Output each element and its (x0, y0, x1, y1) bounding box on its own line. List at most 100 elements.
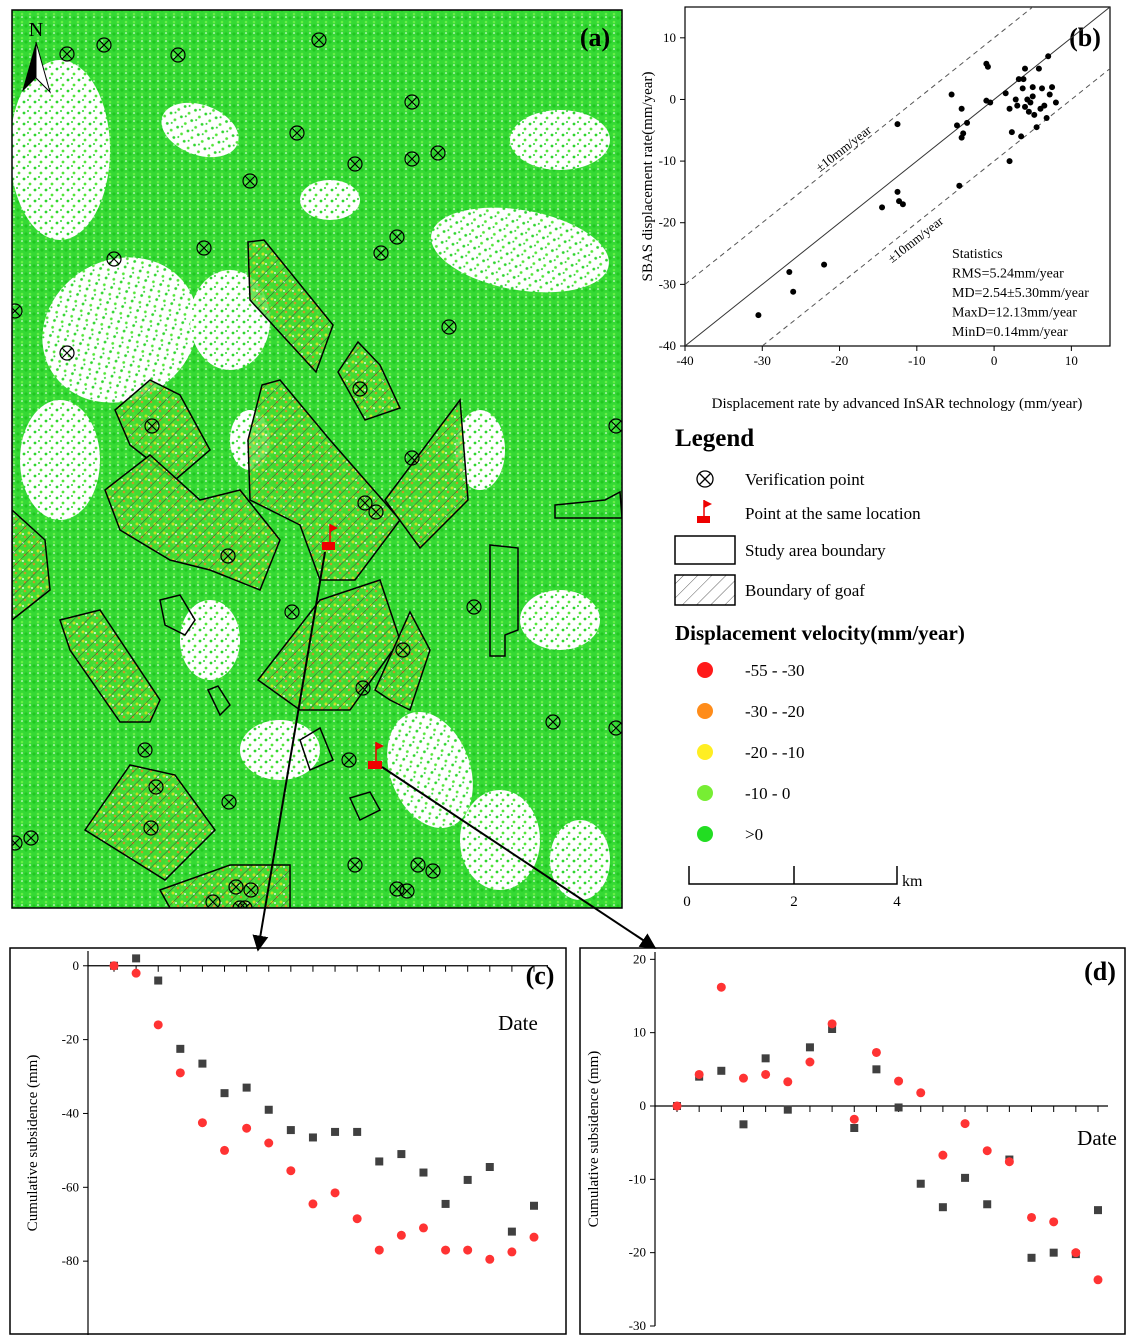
point (264, 1105, 273, 1114)
legend-label: >0 (745, 825, 763, 844)
point (176, 1044, 185, 1053)
point (375, 1157, 384, 1166)
verification-cross (349, 859, 361, 871)
verification-cross (286, 606, 298, 618)
point (739, 1120, 748, 1129)
verification-cross (223, 796, 235, 808)
verification-point (545, 714, 561, 730)
legend-label: Study area boundary (745, 541, 886, 560)
point (308, 1199, 318, 1209)
point (1094, 1206, 1102, 1215)
y-tick-label: -60 (62, 1179, 79, 1194)
study-boundary (489, 544, 519, 657)
verification-point (373, 245, 389, 261)
point (153, 1020, 163, 1030)
verification-icon (696, 470, 714, 488)
study-boundary (206, 685, 231, 717)
point (109, 961, 119, 971)
point (805, 1057, 815, 1067)
map (12, 10, 622, 908)
point (418, 1223, 428, 1233)
x-tick-label: 10 (1065, 353, 1078, 368)
scale-label: 2 (790, 894, 798, 910)
point (694, 1069, 704, 1079)
point (397, 1150, 406, 1159)
legend-label: Boundary of goaf (745, 581, 865, 600)
point (242, 1123, 252, 1133)
sparse-area (180, 600, 240, 680)
panel-label: (a) (580, 23, 610, 52)
point (755, 312, 762, 319)
north-arrow: N (22, 19, 51, 94)
point (1043, 114, 1050, 121)
boundary-icon (674, 535, 736, 565)
point (529, 1232, 539, 1242)
point (899, 201, 906, 208)
verification-point (243, 882, 259, 898)
point (485, 1254, 495, 1264)
y-tick-label: -10 (629, 1171, 646, 1186)
verification-point (357, 495, 373, 511)
point (220, 1145, 230, 1155)
point (331, 1127, 340, 1136)
verification-cross (370, 506, 382, 518)
verification-cross (375, 247, 387, 259)
point (1035, 65, 1042, 72)
goaf-boundary (384, 397, 469, 550)
verification-cross (245, 884, 257, 896)
verification-cross (98, 39, 110, 51)
annotation: RMS=5.24mm/year (952, 267, 1064, 282)
goaf-boundary (158, 864, 291, 908)
verification-cross (357, 682, 369, 694)
point (1027, 1212, 1037, 1222)
point (821, 261, 828, 268)
verification-point (352, 381, 368, 397)
point (894, 188, 901, 195)
x-axis-label: Date (1077, 1126, 1117, 1150)
verification-point (59, 46, 75, 62)
point (396, 1230, 406, 1240)
class-swatch (697, 703, 713, 719)
annotation: MD=2.54±5.30mm/year (952, 286, 1089, 301)
point (850, 1124, 859, 1132)
verification-point (221, 794, 237, 810)
reference-line (685, 7, 1110, 346)
class-swatch (697, 744, 713, 760)
point (1045, 53, 1052, 60)
study-boundary (299, 726, 334, 772)
point (1031, 111, 1038, 118)
point (1093, 1275, 1103, 1285)
point (1008, 129, 1015, 136)
point (197, 1118, 207, 1128)
point (828, 1025, 837, 1033)
verification-point (466, 599, 482, 615)
verification-point (205, 894, 221, 908)
legend-label: -55 - -30 (745, 661, 804, 680)
verification-cross (150, 781, 162, 793)
study-boundary (159, 594, 196, 636)
x-tick-label: 0 (991, 353, 998, 368)
point (1004, 1157, 1014, 1167)
point (1006, 158, 1013, 165)
verification-point (441, 319, 457, 335)
point (761, 1069, 771, 1079)
verification-point (368, 504, 384, 520)
point (894, 121, 901, 128)
point (982, 1146, 992, 1156)
verification-cross (412, 859, 424, 871)
x-tick-label: -10 (908, 353, 925, 368)
scale-unit: km (902, 873, 923, 890)
y-tick-label: -80 (62, 1253, 79, 1268)
class-swatch (697, 826, 713, 842)
goaf-boundary (337, 340, 402, 421)
sparse-area (240, 720, 320, 780)
verification-point (106, 251, 122, 267)
verification-point (232, 900, 248, 908)
class-swatch (697, 785, 713, 801)
y-tick-label: 10 (663, 30, 676, 45)
verification-cross (145, 822, 157, 834)
point (1049, 84, 1056, 91)
verification-point (355, 680, 371, 696)
point (954, 122, 960, 129)
